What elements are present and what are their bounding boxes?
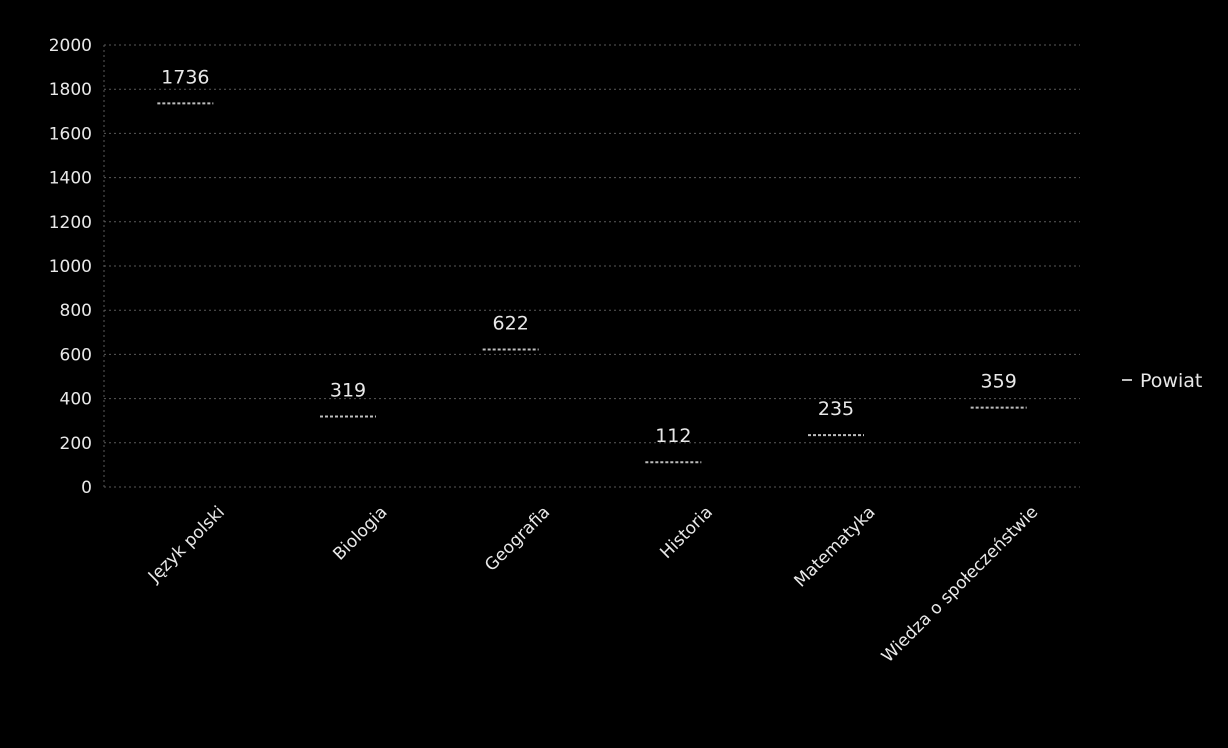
x-tick-label: Język polski <box>144 502 229 587</box>
data-label: 359 <box>981 371 1017 393</box>
y-tick-label: 1600 <box>49 124 92 144</box>
data-label: 319 <box>330 380 366 402</box>
y-tick-label: 800 <box>60 301 92 321</box>
x-tick-label: Geografia <box>481 502 554 575</box>
legend-label: Powiat <box>1140 370 1202 392</box>
data-label: 112 <box>655 425 691 447</box>
y-tick-label: 1200 <box>49 213 92 233</box>
x-tick-label: Matematyka <box>791 502 880 591</box>
y-tick-label: 2000 <box>49 36 92 56</box>
gridlines <box>104 44 1080 488</box>
data-label: 1736 <box>161 66 209 88</box>
series-powiat: 1736 319 622 112 235 359 <box>157 66 1027 464</box>
y-tick-label: 1800 <box>49 80 92 100</box>
legend: Powiat <box>1122 370 1202 392</box>
x-tick-label: Biologia <box>329 502 391 564</box>
y-tick-label: 600 <box>60 345 92 365</box>
y-axis: 0 200 400 600 800 1000 1200 1400 1600 1800 2000 <box>49 36 105 498</box>
y-tick-label: 400 <box>60 390 92 410</box>
y-tick-label: 200 <box>60 434 92 454</box>
x-tick-label: Historia <box>656 502 717 563</box>
data-label: 235 <box>818 398 854 420</box>
data-label: 622 <box>493 313 529 335</box>
y-tick-label: 0 <box>81 478 92 498</box>
x-axis: Język polski Biologia Geografia Historia Mat… <box>144 502 1042 666</box>
y-tick-label: 1000 <box>49 257 92 277</box>
y-tick-label: 1400 <box>49 169 92 189</box>
x-tick-label: Wiedza o społeczeństwie <box>878 502 1042 666</box>
